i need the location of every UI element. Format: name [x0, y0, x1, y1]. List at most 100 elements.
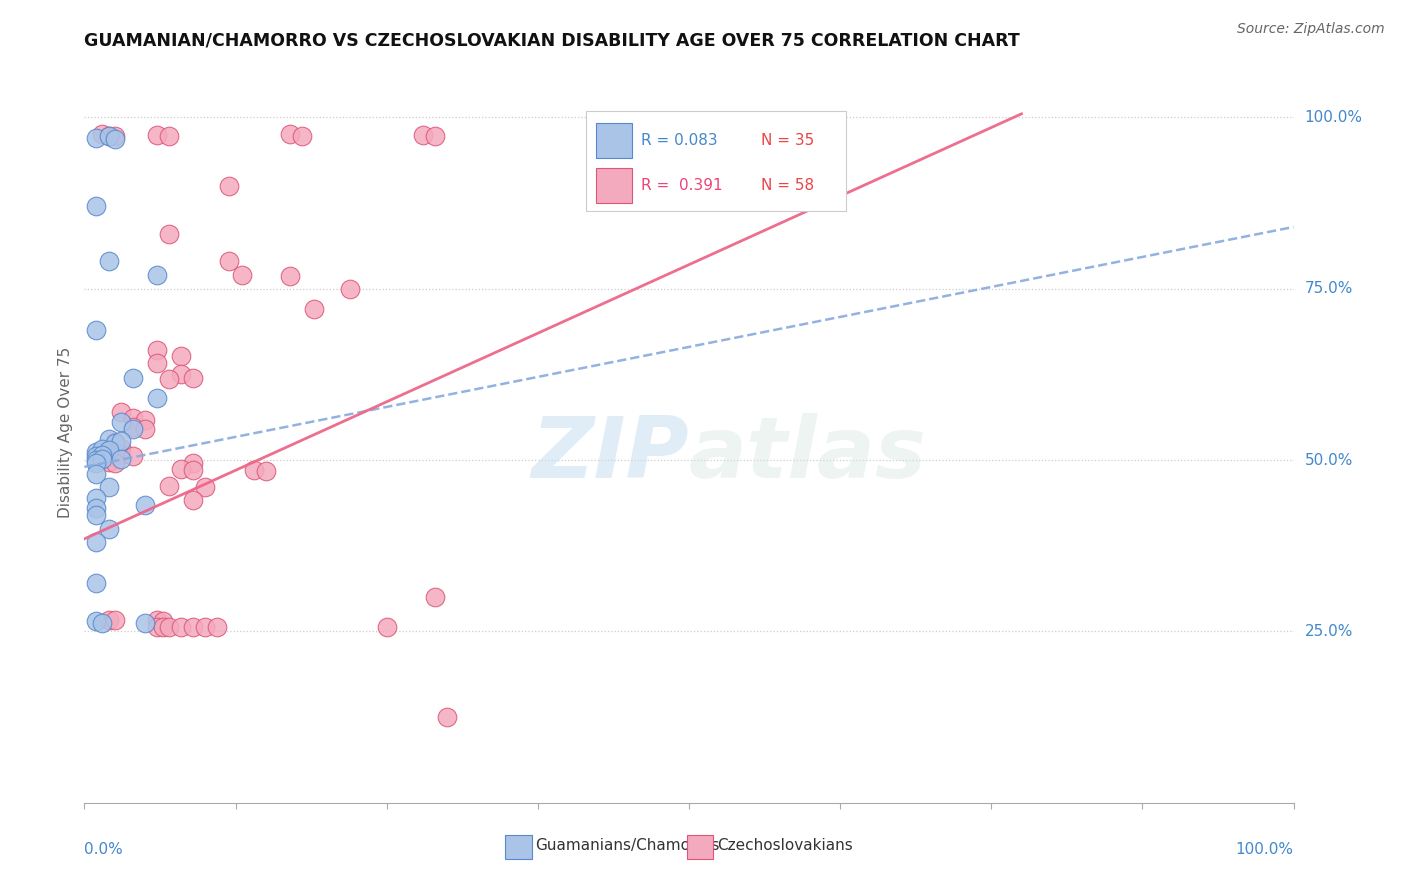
Point [97, 613, 120, 627]
Point [110, 442, 132, 456]
Text: R =  0.391: R = 0.391 [641, 178, 723, 193]
Text: 100.0%: 100.0% [1236, 842, 1294, 856]
Point [278, 269, 301, 284]
Point [104, 614, 127, 628]
Point [86, 453, 108, 467]
Point [86, 449, 108, 463]
Point [110, 415, 132, 429]
Bar [596, 123, 633, 158]
Point [157, 227, 180, 241]
Point [170, 620, 193, 634]
Point [121, 449, 143, 463]
Point [97, 522, 120, 536]
Point [97, 254, 120, 268]
Point [423, 590, 446, 604]
Bar [586, 111, 846, 211]
Text: R = 0.083: R = 0.083 [641, 133, 717, 148]
Point [278, 128, 301, 142]
Point [181, 371, 204, 385]
Point [86, 491, 108, 505]
Point [91, 448, 114, 462]
Text: 100.0%: 100.0% [1305, 110, 1362, 125]
Point [104, 434, 127, 449]
Point [134, 413, 156, 427]
Point [181, 492, 204, 507]
Point [157, 619, 180, 633]
Point [86, 199, 108, 213]
Text: N = 35: N = 35 [762, 133, 814, 148]
Point [86, 467, 108, 481]
Point [231, 268, 253, 282]
Point [97, 128, 120, 143]
Point [181, 462, 204, 476]
Point [181, 619, 204, 633]
Point [146, 343, 169, 358]
Point [91, 128, 114, 142]
Point [104, 456, 127, 470]
Point [146, 392, 169, 406]
Text: 25.0%: 25.0% [1305, 624, 1353, 639]
Point [104, 132, 127, 146]
Point [121, 420, 143, 434]
Point [134, 421, 156, 435]
Point [157, 129, 180, 144]
Bar [596, 168, 633, 203]
Point [242, 462, 264, 476]
Point [146, 613, 169, 627]
Point [86, 323, 108, 337]
Point [302, 302, 325, 317]
Point [254, 464, 277, 478]
Point [110, 434, 132, 448]
Point [146, 128, 169, 142]
Point [134, 615, 156, 630]
Text: ZIP: ZIP [531, 413, 689, 496]
Point [97, 443, 120, 458]
Point [207, 619, 229, 633]
Point [97, 129, 120, 144]
Point [375, 620, 398, 634]
Point [181, 456, 204, 470]
Point [218, 254, 240, 268]
Point [91, 452, 114, 467]
Point [86, 501, 108, 516]
Point [157, 372, 180, 386]
Point [194, 620, 217, 634]
Point [86, 614, 108, 628]
Point [97, 455, 120, 469]
Point [412, 128, 434, 142]
Point [170, 368, 193, 382]
Bar [686, 835, 713, 859]
Point [291, 128, 314, 143]
Point [91, 616, 114, 631]
Point [110, 405, 132, 419]
Point [339, 282, 361, 296]
Point [104, 449, 127, 463]
Point [423, 129, 446, 144]
Point [436, 710, 458, 724]
Point [194, 480, 217, 494]
Point [86, 445, 108, 459]
Bar [505, 835, 531, 859]
Text: Guamanians/Chamorros: Guamanians/Chamorros [536, 838, 720, 854]
Text: 50.0%: 50.0% [1305, 452, 1353, 467]
Point [86, 131, 108, 145]
Point [146, 268, 169, 282]
Point [97, 480, 120, 494]
Point [170, 462, 193, 476]
Point [152, 614, 174, 628]
Point [121, 371, 143, 385]
Point [146, 356, 169, 370]
Point [799, 128, 821, 142]
Y-axis label: Disability Age Over 75: Disability Age Over 75 [58, 347, 73, 518]
Text: 75.0%: 75.0% [1305, 281, 1353, 296]
Point [121, 422, 143, 436]
Point [146, 619, 169, 633]
Point [134, 498, 156, 512]
Text: atlas: atlas [689, 413, 927, 496]
Text: Source: ZipAtlas.com: Source: ZipAtlas.com [1237, 22, 1385, 37]
Point [91, 451, 114, 466]
Point [86, 508, 108, 522]
Text: 0.0%: 0.0% [84, 842, 124, 856]
Point [104, 436, 127, 450]
Text: N = 58: N = 58 [762, 178, 814, 193]
